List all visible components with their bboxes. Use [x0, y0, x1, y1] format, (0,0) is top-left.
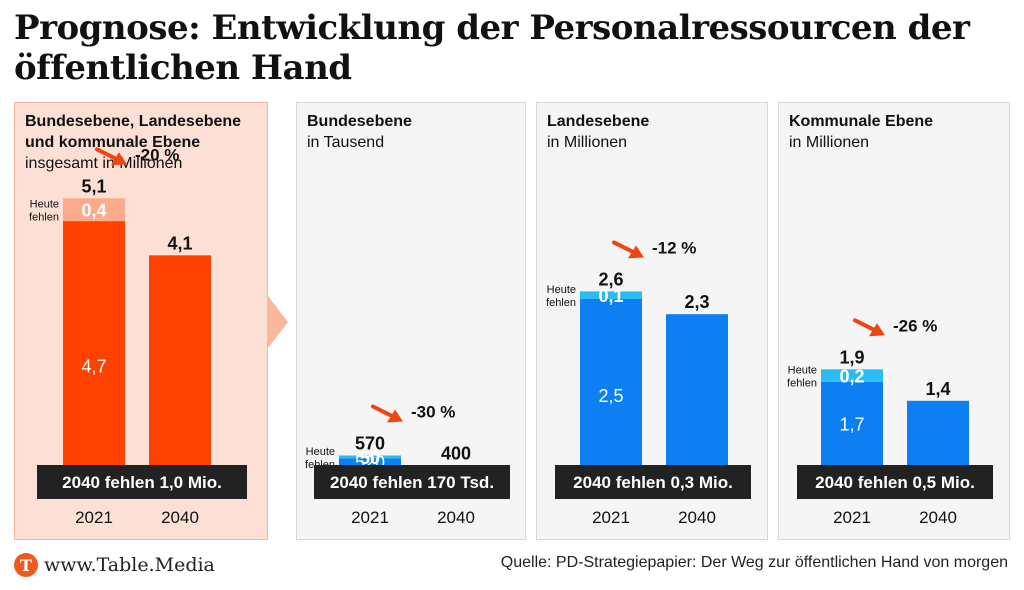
- heute-fehlen-label: fehlen: [546, 297, 576, 309]
- decline-arrow-icon: [853, 318, 885, 337]
- panel-kommunal: Kommunale Ebene in Millionen 1,9 1,4 0,2 1,…: [778, 102, 1010, 540]
- decline-arrow-head: [628, 245, 644, 259]
- bar-2021-base: [580, 299, 642, 489]
- panel-subtitle: insgesamt in Millionen: [25, 155, 183, 172]
- table-media-logo[interactable]: T www.Table.Media: [14, 552, 215, 578]
- decline-arrow-head: [387, 409, 403, 423]
- panel-bund: Bundesebene in Tausend 570 400 50 520 Heute f…: [296, 102, 526, 540]
- missing-banner-text: 2040 fehlen 0,5 Mio.: [815, 473, 975, 492]
- bar-2021-missing: [63, 198, 125, 222]
- panel-title: Kommunale Ebene: [789, 113, 934, 130]
- category-label-2021: 2021: [592, 508, 630, 527]
- label-value-2040: 2,3: [684, 292, 709, 312]
- label-base-2021: 2,5: [598, 386, 623, 406]
- label-value-2040: 1,4: [925, 379, 950, 399]
- missing-banner-text: 2040 fehlen 170 Tsd.: [330, 473, 494, 492]
- panel-title: Bundesebene, Landesebene und kommunale E…: [25, 113, 242, 151]
- bar-2021-missing: [339, 455, 401, 459]
- decline-arrow-icon: [612, 240, 644, 259]
- label-base-2021: 4,7: [81, 356, 106, 376]
- chart-title: Prognose: Entwicklung der Personalressou…: [14, 8, 970, 88]
- decline-arrow-icon: [95, 147, 127, 166]
- decline-arrow-head: [111, 152, 127, 166]
- missing-banner-text: 2040 fehlen 0,3 Mio.: [573, 473, 733, 492]
- panel-title: Landesebene: [547, 113, 650, 130]
- panel-header: Bundesebene, Landesebene und kommunale E…: [25, 111, 267, 174]
- category-label-2040: 2040: [678, 508, 716, 527]
- decline-arrow-head: [869, 323, 885, 337]
- label-total-2021: 5,1: [81, 176, 106, 196]
- label-value-2040: 4,1: [167, 233, 192, 253]
- bar-2021-missing: [821, 369, 883, 382]
- missing-banner: [37, 465, 247, 499]
- bar-2040: [149, 255, 211, 489]
- category-label-2021: 2021: [351, 508, 389, 527]
- panel-subtitle: in Millionen: [789, 134, 870, 151]
- change-label: -26 %: [893, 316, 937, 335]
- panel-header: Kommunale Ebene in Millionen: [789, 111, 933, 153]
- logo-text: www.Table.Media: [44, 554, 215, 576]
- label-base-2021: 1,7: [839, 414, 864, 434]
- panel-subtitle: in Tausend: [307, 134, 385, 151]
- heute-fehlen-label: Heute: [306, 446, 335, 458]
- missing-banner-text: 2040 fehlen 1,0 Mio.: [62, 473, 222, 492]
- label-total-2021: 2,6: [598, 269, 623, 289]
- bar-2021-base: [63, 221, 125, 489]
- source-note: Quelle: PD-Strategiepapier: Der Weg zur …: [500, 554, 1008, 571]
- category-label-2021: 2021: [75, 508, 113, 527]
- heute-fehlen-label: fehlen: [29, 212, 59, 224]
- change-label: -20 %: [135, 145, 179, 164]
- panel-land: Landesebene in Millionen 2,6 2,3 0,1 2,5 Heu…: [536, 102, 768, 540]
- label-value-2040: 400: [441, 443, 471, 463]
- missing-banner: [314, 465, 510, 499]
- change-label: -12 %: [652, 238, 696, 257]
- label-missing-2021: 50: [360, 448, 380, 468]
- panel-title: Bundesebene: [307, 113, 412, 130]
- heute-fehlen-label: fehlen: [787, 378, 817, 390]
- heute-fehlen-label: Heute: [547, 284, 576, 296]
- label-missing-2021: 0,1: [598, 286, 623, 306]
- label-missing-2021: 0,2: [839, 367, 864, 387]
- bar-2040: [666, 314, 728, 489]
- missing-banner: [555, 465, 751, 499]
- table-logo-icon: T: [14, 553, 38, 577]
- category-label-2040: 2040: [437, 508, 475, 527]
- connector-arrow: [268, 296, 288, 348]
- category-label-2021: 2021: [833, 508, 871, 527]
- label-total-2021: 1,9: [839, 347, 864, 367]
- category-label-2040: 2040: [919, 508, 957, 527]
- category-label-2040: 2040: [161, 508, 199, 527]
- bar-2021-missing: [580, 291, 642, 299]
- missing-banner: [797, 465, 993, 499]
- panel-total: Bundesebene, Landesebene und kommunale E…: [14, 102, 268, 540]
- panel-header: Bundesebene in Tausend: [307, 111, 412, 153]
- label-missing-2021: 0,4: [81, 201, 106, 221]
- panel-header: Landesebene in Millionen: [547, 111, 649, 153]
- label-total-2021: 570: [355, 433, 385, 453]
- decline-arrow-icon: [371, 404, 403, 423]
- change-label: -30 %: [411, 402, 455, 421]
- heute-fehlen-label: Heute: [30, 199, 59, 211]
- heute-fehlen-label: Heute: [788, 365, 817, 377]
- panel-subtitle: in Millionen: [547, 134, 628, 151]
